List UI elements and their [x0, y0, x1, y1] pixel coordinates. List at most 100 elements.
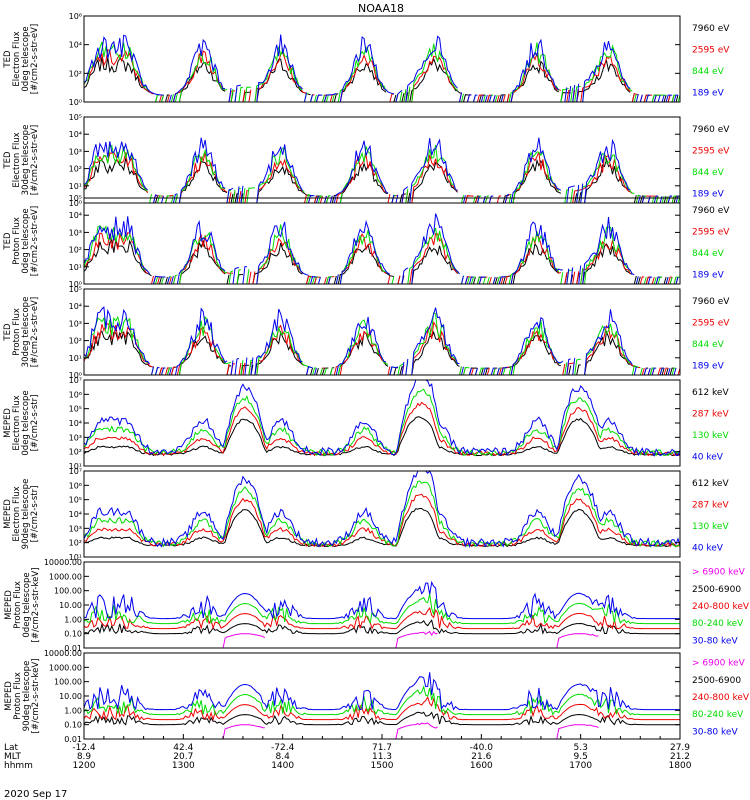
series-line [223, 723, 680, 739]
y-tick-label: 100.00 [54, 587, 82, 596]
legend-entry: 2500-6900 [692, 585, 741, 595]
legend-entry: 240-800 keV [692, 693, 750, 703]
y-tick-label: 10⁴ [69, 41, 82, 50]
y-tick-label: 10.00 [59, 692, 82, 701]
series-line [83, 379, 681, 457]
y-tick-label: 100.00 [54, 678, 82, 687]
y-tick-label: 1000.00 [49, 663, 82, 672]
x-tick-label: 1300 [172, 761, 195, 771]
y-tick-label: 10¹ [69, 462, 82, 471]
y-tick-label: 10⁰ [69, 98, 82, 107]
x-tick-label: 1400 [271, 761, 294, 771]
y-axis-label: TED [3, 151, 13, 170]
y-tick-label: 10³ [69, 147, 82, 156]
x-tick-label: 1200 [73, 761, 96, 771]
panel-6: 10¹ 10² 10³ 10⁴ 10⁵ 10⁶ 10⁷ MEPED Electron Flux 9… [3, 467, 729, 562]
y-axis-label: MEPED [3, 408, 13, 438]
legend-entry: 7960 eV [692, 206, 730, 216]
y-tick-label: 10⁰ [69, 199, 82, 208]
panel-8: 0.01 0.10 1.00 10.00 100.00 1000.00 10000.00 ME… [4, 649, 750, 744]
y-tick-label: 10² [69, 69, 82, 78]
y-axis-label: MEPED [4, 681, 14, 711]
legend-entry: 189 eV [692, 270, 725, 280]
series-line [84, 313, 680, 375]
y-axis-label: 90deg telescope [22, 661, 32, 732]
y-axis-label: 0deg telescope [21, 208, 31, 273]
y-tick-label: 10⁷ [69, 376, 82, 385]
y-axis-label: MEPED [4, 590, 14, 620]
panel-frame [83, 288, 681, 376]
legend-entry: 189 eV [692, 361, 725, 371]
y-axis-label: Proton Flux [12, 217, 22, 265]
y-tick-label: 10⁴ [69, 302, 82, 311]
x-tick-label: 1600 [470, 761, 493, 771]
legend-entry: 2500-6900 [692, 676, 741, 686]
y-tick-label: 0.01 [64, 735, 82, 744]
y-tick-label: 10¹ [69, 553, 82, 562]
y-tick-label: 10⁰ [69, 371, 82, 380]
y-tick-label: 10⁵ [69, 285, 82, 294]
y-tick-label: 10⁶ [69, 481, 82, 490]
y-axis-label: 0deg telescope [21, 26, 31, 91]
y-tick-label: 10⁰ [69, 280, 82, 289]
series-line [83, 672, 680, 711]
series-line [84, 138, 680, 203]
y-tick-label: 10⁴ [69, 211, 82, 220]
y-tick-label: 10⁵ [69, 496, 82, 505]
y-tick-label: 10³ [69, 433, 82, 442]
x-tick-label: -72.4 [271, 743, 295, 753]
x-row-label: hhmm [4, 761, 33, 771]
x-tick-label: 8.9 [77, 752, 92, 762]
series-line [83, 508, 681, 548]
y-axis-label: TED [3, 50, 13, 69]
y-axis-label: TED [3, 232, 13, 251]
y-tick-label: 10³ [69, 319, 82, 328]
y-tick-label: 10² [69, 246, 82, 255]
legend-entry: 2595 eV [692, 227, 730, 237]
y-axis-label: Proton Flux [12, 308, 22, 356]
series-line [223, 632, 680, 648]
x-tick-label: -12.4 [72, 743, 96, 753]
x-tick-label: -40.0 [470, 743, 494, 753]
y-axis-label: [#/cm2-s-str-eV] [30, 125, 40, 195]
legend-entry: 189 eV [692, 189, 725, 199]
legend-entry: 7960 eV [692, 24, 730, 34]
legend-entry: 844 eV [692, 249, 725, 259]
x-tick-label: 21.6 [471, 752, 491, 762]
y-tick-label: 10⁴ [69, 510, 82, 519]
x-tick-label: 9.5 [574, 752, 588, 762]
legend-entry: 287 keV [692, 500, 729, 510]
y-axis-label: [#/cm2-s-str] [30, 395, 40, 452]
y-axis-label: [#/cm2-s-str-keV] [31, 568, 41, 643]
x-tick-label: 20.7 [173, 752, 193, 762]
series-line [83, 580, 680, 620]
series-line [83, 606, 680, 630]
x-tick-label: 8.4 [276, 752, 291, 762]
panel-4: 10⁰ 10¹ 10² 10³ 10⁴ 10⁵ TED Proton Flux 30deg te… [3, 285, 730, 380]
y-tick-label: 10⁵ [69, 194, 82, 203]
y-axis-label: 30deg telescope [21, 125, 31, 196]
series-line [83, 619, 680, 635]
series-line [83, 416, 681, 457]
y-axis-label: 30deg telescope [21, 297, 31, 368]
series-line [83, 41, 681, 103]
series-line [83, 685, 680, 716]
panel-2: 10⁰ 10¹ 10² 10³ 10⁴ 10⁵ TED Electron Flux 30deg … [3, 113, 730, 208]
legend-entry: 40 keV [692, 452, 724, 462]
legend-entry: 7960 eV [692, 297, 730, 307]
y-tick-label: 10² [69, 165, 82, 174]
series-line [83, 388, 681, 457]
legend-entry: 612 keV [692, 479, 729, 489]
y-axis-label: [#/cm2-s-str-eV] [30, 206, 40, 276]
legend-entry: > 6900 keV [692, 568, 746, 578]
y-axis-label: [#/cm2-s-str-keV] [31, 659, 41, 734]
y-tick-label: 10⁵ [69, 405, 82, 414]
legend-entry: 287 keV [692, 409, 729, 419]
y-axis-label: 90deg telescope [21, 479, 31, 550]
legend-entry: 40 keV [692, 543, 724, 553]
x-tick-label: 1500 [371, 761, 394, 771]
y-tick-label: 1.00 [64, 615, 82, 624]
legend-entry: 80-240 keV [692, 619, 744, 629]
series-line [83, 711, 680, 726]
